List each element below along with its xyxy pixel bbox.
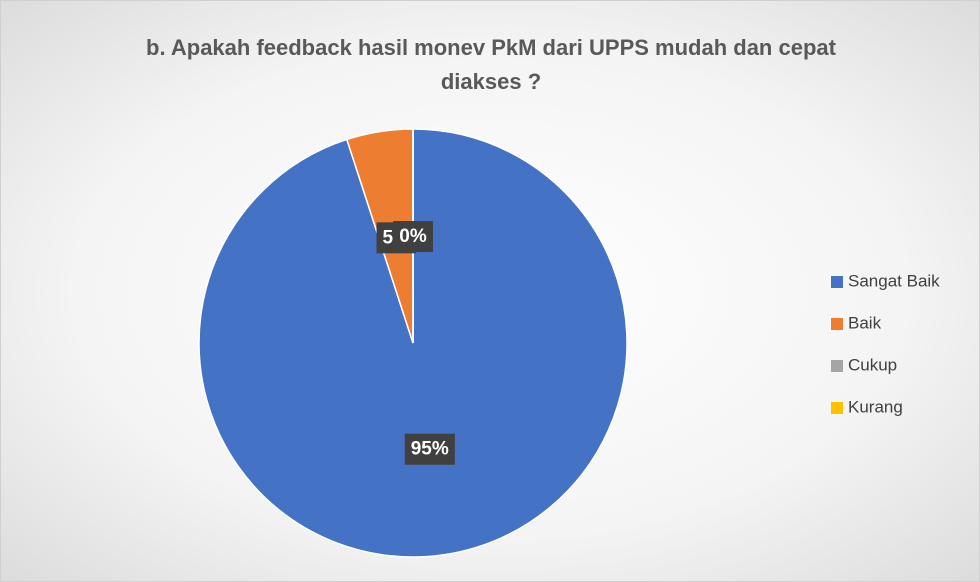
data-label-box <box>404 433 455 465</box>
data-label: 0% <box>399 226 427 247</box>
data-label-box <box>393 221 433 253</box>
data-label: 95% <box>411 439 449 460</box>
legend-swatch <box>831 318 843 330</box>
legend-label: Cukup <box>848 355 897 374</box>
legend-swatch <box>831 360 843 372</box>
legend-label: Kurang <box>848 397 903 416</box>
legend-swatch <box>831 276 843 288</box>
chart-title: b. Apakah feedback hasil monev PkM dari … <box>146 35 836 94</box>
legend-swatch <box>831 402 843 414</box>
legend-label: Baik <box>848 313 882 332</box>
legend-label: Sangat Baik <box>848 271 940 290</box>
